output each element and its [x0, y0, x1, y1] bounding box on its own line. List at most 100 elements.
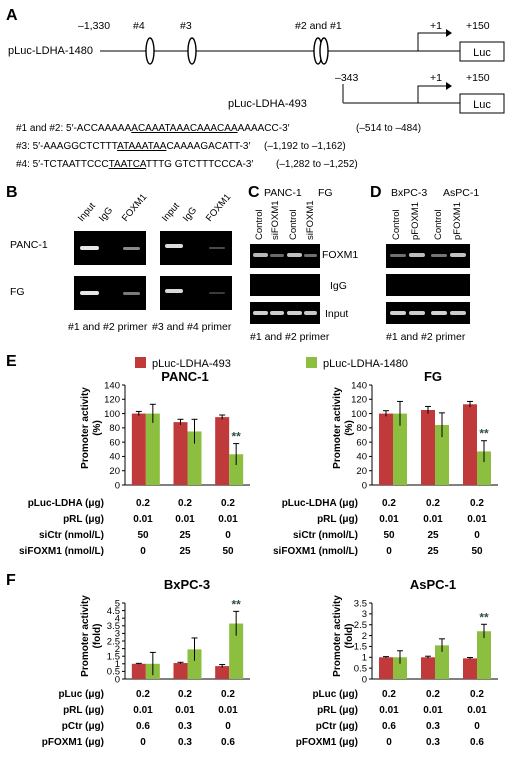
y-tick-label: 2	[115, 644, 120, 655]
bar	[131, 663, 146, 679]
sequence-line-1: #1 and #2: 5′-ACCAAAAAACAAATAAACAAACAAAA…	[16, 123, 290, 134]
b-primer-1: #1 and #2 primer	[68, 321, 148, 333]
d-col-pfoxm1-1: pFOXM1	[410, 202, 421, 240]
y-tick-label: 40	[356, 452, 367, 463]
f-right-val-3-2: 0.6	[470, 737, 484, 748]
f-right-row-0-label: pLuc (μg)	[312, 689, 358, 700]
gel-b2-fg	[160, 276, 232, 310]
e-left-row-0-label: pLuc-LDHA (μg)	[28, 498, 104, 509]
luc-box-short	[459, 93, 505, 114]
bar	[393, 413, 407, 485]
end-label-long: +150	[466, 20, 490, 32]
chart-bxpc3: BxPC-3 00.511.522.533.544.55 **	[107, 577, 250, 685]
bar	[173, 422, 188, 485]
d-col-control-1: Control	[391, 209, 402, 240]
gel-d-foxm1	[386, 244, 470, 268]
tss-label-short: +1	[430, 72, 442, 84]
f-right-val-1-0: 0.01	[379, 705, 399, 716]
gel-c-input	[250, 302, 320, 324]
significance-marker: **	[231, 430, 241, 444]
bar	[229, 623, 244, 679]
e-left-val-1-1: 0.01	[175, 514, 195, 525]
e-left-val-2-1: 25	[179, 530, 191, 541]
b-col-input-2: Input	[160, 200, 182, 224]
e-right-val-1-1: 0.01	[423, 514, 443, 525]
binding-site-3	[187, 37, 197, 65]
c-cell-fg: FG	[318, 187, 333, 199]
y-tick-label: 4.5	[107, 606, 120, 617]
f-left-val-2-2: 0	[225, 721, 231, 732]
f-right-row-2-label: pCtr (μg)	[316, 721, 358, 732]
site4-label: #4	[133, 20, 145, 32]
y-tick-label: 3	[362, 609, 367, 620]
panel-a-label: A	[6, 7, 18, 24]
y-tick-label: 2.5	[354, 620, 367, 631]
bar	[215, 417, 230, 485]
chart-title: FG	[424, 369, 442, 384]
f-ylabel-left-2: (fold)	[92, 624, 103, 649]
y-tick-label: 120	[104, 395, 120, 406]
e-right-val-3-0: 0	[386, 546, 392, 557]
y-tick-label: 1.5	[354, 642, 367, 653]
chart-fg: FG 0 20 40 60 80 100 120 140 **	[351, 369, 498, 491]
y-tick-label: 80	[109, 423, 120, 434]
d-cell-bxpc3: BxPC-3	[391, 187, 427, 199]
f-right-val-2-1: 0.3	[426, 721, 440, 732]
bar	[131, 413, 146, 485]
e-left-row-3-label: siFOXM1 (nmol/L)	[19, 546, 104, 557]
bar	[463, 404, 477, 485]
construct-long-label: pLuc-LDHA-1480	[8, 45, 93, 57]
f-left-val-3-0: 0	[140, 737, 146, 748]
panel-c-label: C	[248, 184, 260, 201]
y-tick-label: 3.5	[107, 621, 120, 632]
luc-label-long: Luc	[473, 47, 491, 59]
chart-title: AsPC-1	[410, 577, 456, 592]
f-left-row-1-label: pRL (μg)	[63, 705, 104, 716]
tss-label-long: +1	[430, 20, 442, 32]
y-tick-label: 140	[104, 380, 120, 391]
e-right-val-2-1: 25	[427, 530, 439, 541]
sequence-range-4: (–1,282 to –1,252)	[276, 159, 358, 170]
bar	[393, 657, 407, 679]
c-row-igg: IgG	[330, 280, 347, 292]
f-left-row-2-label: pCtr (μg)	[62, 721, 104, 732]
pos-long-start: –1,330	[78, 20, 110, 32]
y-tick-label: 0	[115, 480, 120, 491]
f-ylabel-right-1: Promoter activity	[332, 595, 343, 677]
y-tick-label: 3	[115, 629, 120, 640]
bar	[145, 413, 160, 485]
pos-short-start: –343	[335, 72, 359, 84]
e-ylabel-right-2: (%)	[344, 420, 355, 436]
y-tick-label: 100	[351, 409, 367, 420]
y-tick-label: 3.5	[354, 598, 367, 609]
e-left-val-1-0: 0.01	[133, 514, 153, 525]
gel-d-igg	[386, 274, 470, 296]
y-tick-label: 2.5	[107, 636, 120, 647]
bar	[463, 658, 477, 679]
c-col-control-2: Control	[288, 209, 299, 240]
e-right-val-0-2: 0.2	[470, 498, 484, 509]
f-right-row-3-label: pFOXM1 (μg)	[296, 737, 358, 748]
y-tick-label: 1.5	[107, 652, 120, 663]
bar	[187, 649, 202, 679]
f-left-val-1-1: 0.01	[175, 705, 195, 716]
significance-marker: **	[479, 427, 489, 441]
y-tick-label: 100	[104, 409, 120, 420]
gel-c-igg	[250, 274, 320, 296]
legend-label-493: pLuc-LDHA-493	[152, 358, 231, 370]
bar	[229, 454, 244, 485]
y-tick-label: 60	[109, 437, 120, 448]
bar	[187, 431, 202, 485]
e-ylabel-left-1: Promoter activity	[80, 387, 91, 469]
site21-label: #2 and #1	[295, 20, 342, 32]
e-right-row-2-label: siCtr (nmol/L)	[293, 530, 358, 541]
bar	[379, 657, 393, 679]
panel-f-label: F	[6, 572, 16, 589]
f-left-val-0-2: 0.2	[221, 689, 235, 700]
luc-box-long	[459, 41, 505, 62]
f-left-row-0-label: pLuc (μg)	[58, 689, 104, 700]
e-right-val-2-0: 50	[383, 530, 395, 541]
b-col-igg-1: IgG	[97, 205, 115, 224]
gel-c-foxm1	[250, 244, 320, 268]
sequence-range-1: (–514 to –484)	[356, 123, 421, 134]
